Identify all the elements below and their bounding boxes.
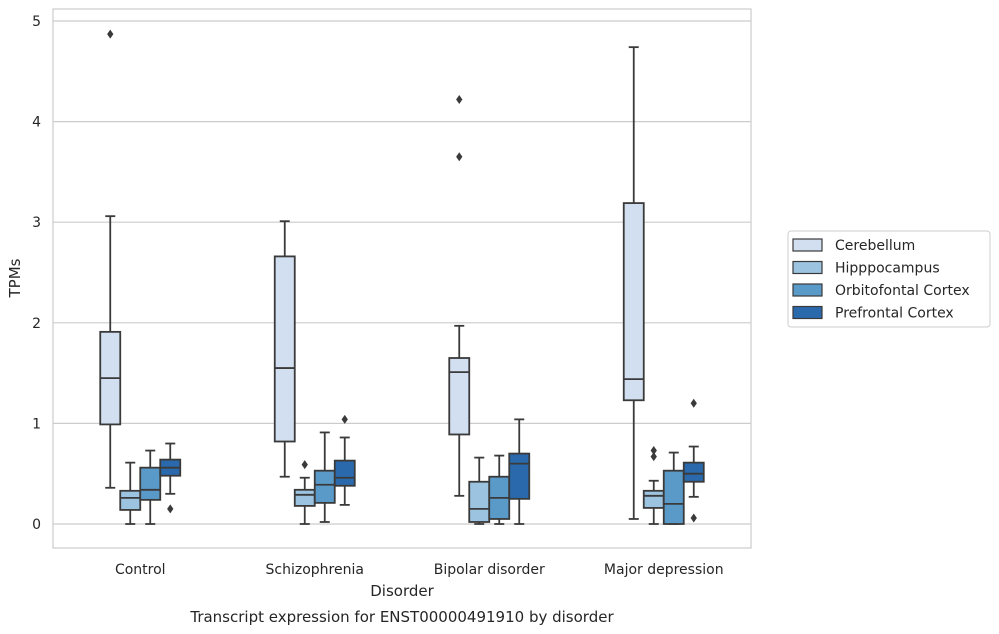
iqr-box <box>622 202 645 402</box>
outlier-point <box>301 460 308 470</box>
outlier-point <box>650 452 657 462</box>
legend-swatch <box>792 238 823 252</box>
iqr-box <box>119 489 142 511</box>
outlier-point <box>456 94 463 104</box>
box-cerebellum <box>448 94 471 497</box>
legend-frame <box>787 230 991 328</box>
y-tick-label: 1 <box>32 416 41 432</box>
box-cerebellum <box>622 46 645 520</box>
legend-swatch <box>792 305 823 320</box>
legend-swatch <box>792 260 823 275</box>
y-tick-labels: 0 1 2 3 4 5 <box>32 14 41 533</box>
x-tick-labels: Control Schizophrenia Bipolar disorder Majo… <box>115 562 724 578</box>
grid-lines <box>53 20 751 525</box>
legend-label: Orbitofontal Cortex <box>835 283 970 299</box>
box-orbitofontal-cortex <box>488 454 511 525</box>
box-prefrontal-cortex <box>508 418 531 525</box>
iqr-box <box>468 480 491 523</box>
outlier-point <box>341 414 348 424</box>
box-prefrontal-cortex <box>333 414 356 506</box>
y-tick-label: 5 <box>32 14 41 30</box>
outlier-point <box>690 398 697 408</box>
legend-label: Hipppocampus <box>835 261 940 277</box>
box-orbitofontal-cortex <box>139 449 162 525</box>
box-hipppocampus <box>119 461 142 525</box>
legend-label: Cerebellum <box>835 238 915 254</box>
y-tick-label: 2 <box>32 316 41 332</box>
box-cerebellum <box>273 220 296 478</box>
iqr-box <box>508 452 531 500</box>
outlier-point <box>690 513 697 523</box>
box-orbitofontal-cortex <box>662 451 685 525</box>
outlier-point <box>456 152 463 162</box>
box-hipppocampus <box>468 456 491 525</box>
box-series <box>99 29 705 525</box>
iqr-box <box>293 488 316 507</box>
y-tick-label: 3 <box>32 215 41 231</box>
legend: Cerebellum Hipppocampus Orbitofontal Corte… <box>787 230 991 328</box>
outlier-point <box>167 504 174 514</box>
iqr-box <box>333 459 356 487</box>
y-tick-label: 4 <box>32 115 41 131</box>
x-tick-label: Schizophrenia <box>266 562 364 578</box>
x-tick-label: Control <box>115 562 166 578</box>
box-hipppocampus <box>293 460 316 525</box>
x-axis-title: Disorder <box>370 582 434 600</box>
box-cerebellum <box>99 29 122 489</box>
iqr-box <box>662 469 685 525</box>
box-hipppocampus <box>642 446 665 525</box>
chart-caption: Transcript expression for ENST0000049191… <box>189 608 614 626</box>
plot-area-frame <box>52 8 752 549</box>
iqr-box <box>682 461 705 483</box>
iqr-box <box>273 255 296 443</box>
iqr-box <box>313 469 336 504</box>
box-prefrontal-cortex <box>159 442 182 514</box>
box-prefrontal-cortex <box>682 398 705 523</box>
outlier-point <box>650 446 657 456</box>
box-orbitofontal-cortex <box>313 431 336 523</box>
iqr-box <box>448 357 471 436</box>
legend-swatch <box>792 283 823 297</box>
x-tick-label: Bipolar disorder <box>434 562 545 578</box>
legend-label: Prefrontal Cortex <box>835 306 954 322</box>
outlier-point <box>107 29 114 39</box>
iqr-box <box>139 466 162 501</box>
y-axis-title: TPMs <box>6 258 24 298</box>
y-tick-label: 0 <box>32 517 41 533</box>
x-tick-label: Major depression <box>604 562 724 578</box>
iqr-box <box>642 489 665 509</box>
